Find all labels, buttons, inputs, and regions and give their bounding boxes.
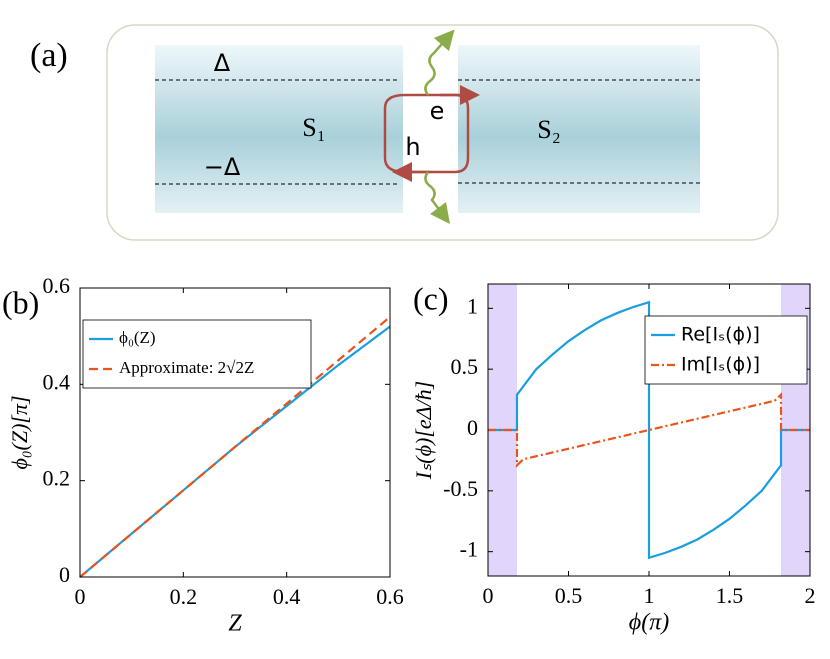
legend-label: Im[Iₛ(ϕ)] <box>681 354 760 376</box>
photon <box>424 29 455 96</box>
plot-frame <box>487 283 811 577</box>
gap-label: −Δ <box>204 153 241 181</box>
region-label: S₂ <box>537 115 561 144</box>
y-tick-label: 0.5 <box>451 354 479 379</box>
hole-label: h <box>405 133 420 161</box>
x-tick-label: 1.5 <box>716 583 744 608</box>
x-tick-label: 0.4 <box>273 584 301 609</box>
y-tick-label: 1 <box>467 293 478 318</box>
gap-label: Δ <box>214 49 231 77</box>
x-axis-label: ϕ(π) <box>629 610 669 636</box>
x-axis-label: Z <box>228 611 242 637</box>
legend-label: Re[Iₛ(ϕ)] <box>681 324 760 346</box>
panel-label: (a) <box>30 37 68 74</box>
y-tick-label: 0 <box>59 562 70 587</box>
y-tick-label: 0 <box>467 415 478 440</box>
y-axis-label: ϕ₀(Z)[π] <box>7 395 32 469</box>
series-line <box>488 300 810 560</box>
y-tick-label: 0.2 <box>43 466 71 491</box>
superconductor-right <box>458 45 700 213</box>
series-line <box>79 316 391 578</box>
plot-frame <box>79 287 391 578</box>
legend-box <box>82 319 312 389</box>
y-tick-label: 0.6 <box>43 273 71 298</box>
series-line <box>488 392 810 468</box>
legend-label: ϕ₀(Z) <box>119 328 156 347</box>
y-tick-label: -0.5 <box>443 476 478 501</box>
panel-label: (c) <box>413 280 449 316</box>
diagram: (a) Δ −Δ S₁ S₂ e h <box>30 24 779 241</box>
region-label: S₁ <box>302 113 326 142</box>
legend-box <box>644 315 808 385</box>
electron-label: e <box>430 97 445 125</box>
x-tick-label: 2 <box>805 583 816 608</box>
y-tick-label: -1 <box>460 537 478 562</box>
x-tick-label: 0.6 <box>376 584 404 609</box>
panel-label: (b) <box>2 284 39 320</box>
x-tick-label: 0.5 <box>555 583 583 608</box>
y-axis-label: Iₛ(ϕ)[eΔ/ħ] <box>411 381 436 480</box>
superconductor-left <box>155 45 403 213</box>
y-tick-label: 0.4 <box>43 369 71 394</box>
x-tick-label: 0.2 <box>170 584 198 609</box>
legend-label: Approximate: 2√2Z <box>119 358 254 377</box>
x-tick-label: 0 <box>75 584 86 609</box>
x-tick-label: 1 <box>644 583 655 608</box>
x-tick-label: 0 <box>483 583 494 608</box>
photon <box>424 171 450 224</box>
